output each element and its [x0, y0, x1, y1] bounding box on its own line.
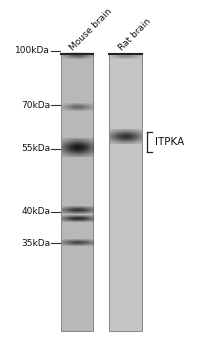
Text: 40kDa: 40kDa	[21, 207, 50, 216]
Text: 70kDa: 70kDa	[21, 100, 50, 110]
Text: 55kDa: 55kDa	[21, 144, 50, 153]
Bar	[109, 54, 142, 331]
Bar	[61, 54, 93, 331]
Text: Mouse brain: Mouse brain	[69, 7, 114, 52]
Text: ITPKA: ITPKA	[154, 137, 184, 147]
Text: Rat brain: Rat brain	[117, 17, 153, 52]
Text: 100kDa: 100kDa	[15, 46, 50, 55]
Text: 35kDa: 35kDa	[21, 239, 50, 248]
